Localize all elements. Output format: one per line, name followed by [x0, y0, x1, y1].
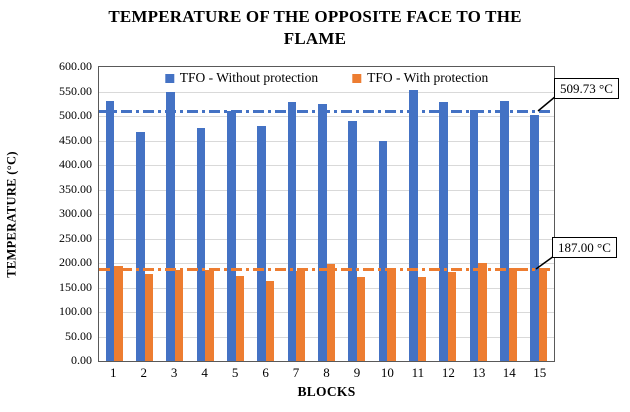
y-tick-label: 200.00	[59, 255, 92, 269]
plot-area: TFO - Without protection TFO - With prot…	[98, 66, 555, 362]
bar-with-protection-block-15	[538, 268, 548, 361]
x-tick-label-3: 3	[170, 365, 178, 380]
bar-with-protection-block-1	[114, 266, 123, 361]
bar-with-protection-block-7	[296, 271, 305, 361]
x-tick-label-11: 11	[411, 365, 425, 380]
y-tick-label: 150.00	[59, 279, 92, 294]
gridline	[99, 91, 554, 93]
gridline	[99, 214, 554, 215]
annotation-187-box: 187.00 °C	[552, 237, 617, 258]
legend-item-without-protection: TFO - Without protection	[164, 70, 319, 86]
chart-legend: TFO - Without protection TFO - With prot…	[164, 70, 488, 86]
bar-without-protection-block-6	[257, 125, 266, 361]
bar-without-protection-block-8	[318, 103, 327, 361]
chart-title: TEMPERATURE OF THE OPPOSITE FACE TO THE …	[108, 7, 522, 49]
reference-line-187	[99, 267, 554, 271]
bar-with-protection-block-10	[387, 268, 396, 361]
bar-without-protection-block-4	[196, 127, 206, 361]
y-tick-label: 50.00	[65, 328, 92, 343]
bar-with-protection-block-9	[356, 276, 366, 361]
x-axis-title: BLOCKS	[297, 384, 356, 399]
y-tick-label: 400.00	[59, 157, 92, 171]
y-tick-label: 300.00	[59, 206, 92, 220]
gridline	[99, 238, 554, 240]
x-tick-label-8: 8	[323, 365, 330, 380]
bar-without-protection-block-13	[469, 110, 479, 361]
gridline	[99, 189, 554, 191]
bar-without-protection-block-9	[348, 120, 357, 361]
y-tick-label: 450.00	[59, 132, 92, 147]
bar-without-protection-block-3	[166, 92, 175, 361]
x-tick-label-1: 1	[109, 365, 117, 380]
bar-with-protection-block-8	[326, 263, 335, 361]
x-tick-label-10: 10	[380, 365, 394, 380]
bar-with-protection-block-4	[205, 270, 214, 361]
x-tick-label-14: 14	[502, 365, 516, 380]
y-tick-label: 0.00	[71, 353, 92, 367]
x-tick-label-9: 9	[353, 365, 361, 380]
bar-without-protection-block-10	[378, 140, 388, 361]
y-tick-label: 250.00	[59, 230, 92, 245]
y-tick-label: 350.00	[59, 181, 92, 196]
bar-without-protection-block-15	[530, 114, 539, 361]
gridline	[99, 116, 554, 117]
y-tick-label: 600.00	[59, 59, 92, 73]
y-tick-label: 500.00	[59, 108, 92, 122]
bar-with-protection-block-6	[265, 281, 275, 361]
x-tick-label-15: 15	[533, 365, 547, 380]
bar-with-protection-block-13	[478, 263, 487, 361]
bar-with-protection-block-2	[144, 273, 153, 361]
legend-marker-orange-icon	[352, 73, 362, 83]
y-tick-label: 100.00	[59, 304, 92, 318]
bar-without-protection-block-5	[227, 111, 236, 361]
annotation-509-box: 509.73 °C	[554, 78, 619, 99]
x-axis-tick-labels: 1 2 3 4 5 6 7 8 9 10 11 12 13 14 15	[98, 366, 555, 382]
bar-with-protection-block-11	[417, 276, 426, 361]
bar-without-protection-block-7	[287, 102, 297, 361]
bar-without-protection-block-2	[136, 131, 145, 361]
y-axis-tick-labels: 600.00 550.00 500.00 450.00 400.00 350.00 300.…	[0, 59, 92, 367]
bar-with-protection-block-3	[174, 269, 184, 361]
bar-without-protection-block-1	[105, 101, 115, 361]
legend-label: TFO - With protection	[367, 70, 489, 85]
x-tick-label-6: 6	[262, 365, 269, 380]
x-tick-label-2: 2	[140, 365, 147, 380]
bar-with-protection-block-14	[508, 267, 517, 361]
x-tick-label-13: 13	[472, 365, 486, 380]
y-tick-label: 550.00	[59, 83, 92, 98]
bar-without-protection-block-12	[439, 102, 448, 361]
x-tick-label-5: 5	[231, 365, 239, 380]
bar-with-protection-block-12	[447, 271, 457, 361]
x-tick-label-12: 12	[441, 365, 455, 380]
reference-line-509.73	[99, 109, 554, 113]
gridline	[99, 165, 554, 166]
bar-without-protection-block-14	[500, 101, 509, 361]
legend-item-with-protection: TFO - With protection	[352, 70, 488, 86]
x-tick-label-7: 7	[292, 365, 300, 380]
gridline	[99, 140, 554, 142]
bar-with-protection-block-5	[235, 275, 244, 361]
x-tick-label-4: 4	[201, 365, 208, 380]
bar-without-protection-block-11	[409, 90, 418, 361]
legend-label: TFO - Without protection	[179, 70, 319, 85]
legend-marker-blue-icon	[164, 73, 174, 83]
